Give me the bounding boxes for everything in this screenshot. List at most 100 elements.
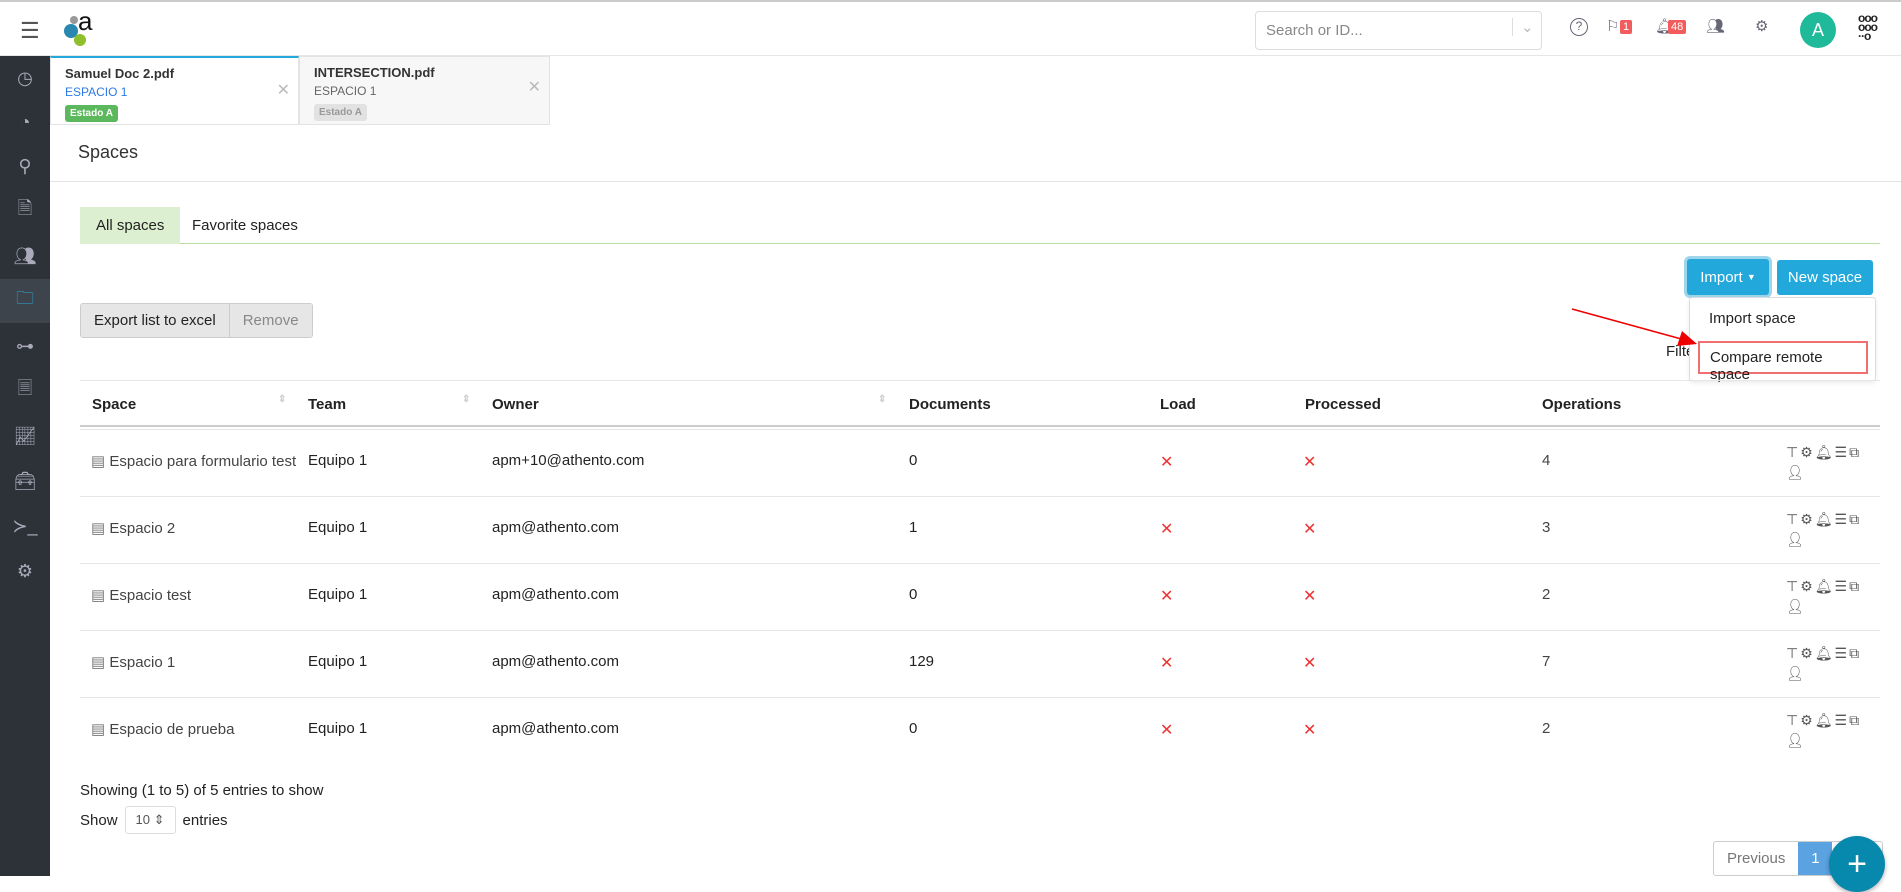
search-input[interactable]: Search or ID... ⌄ (1255, 11, 1542, 50)
help-icon[interactable]: ? (1570, 18, 1588, 36)
space-link[interactable]: ▤ Espacio para formulario test (91, 452, 296, 470)
entries-label: entries (182, 811, 228, 829)
copy-icon[interactable]: ⧉ (1849, 578, 1862, 594)
processed-status-icon: ✕ (1303, 722, 1317, 739)
search-icon[interactable]: ⚲ (18, 155, 32, 176)
space-name: Espacio test (109, 587, 192, 604)
copy-icon[interactable]: ⧉ (1849, 645, 1862, 661)
sort-icon[interactable]: ⇕ (878, 394, 887, 405)
row-actions: ⊤⚙🔔︎☰⧉ 👤︎ (1786, 576, 1876, 616)
space-link[interactable]: ▤ Espacio 1 (91, 653, 175, 671)
space-name: Espacio 2 (109, 520, 176, 537)
gear-icon[interactable]: ⚙ (1800, 712, 1815, 728)
bell-icon[interactable]: 🔔︎ (1814, 712, 1835, 728)
checklist-icon[interactable]: ☰ (1834, 645, 1850, 661)
tab-favorite-spaces[interactable]: Favorite spaces (192, 217, 298, 234)
close-icon[interactable]: ✕ (276, 82, 290, 99)
table-row: ▤ Espacio 2 Equipo 1 apm@athento.com 1 ✕… (80, 496, 1880, 563)
pin-icon[interactable]: ⊤ (1786, 645, 1801, 661)
close-icon[interactable]: ✕ (527, 79, 541, 96)
team-icon[interactable]: 👥︎ (13, 245, 37, 266)
pin-icon[interactable]: ⊤ (1786, 712, 1801, 728)
checklist-icon[interactable]: ☰ (1834, 578, 1850, 594)
flag-icon[interactable]: ⚐ (1606, 18, 1620, 35)
owner-cell: apm@athento.com (492, 519, 619, 536)
user-settings-icon[interactable]: 👤︎ (1786, 732, 1806, 748)
user-settings-icon[interactable]: 👤︎ (1786, 665, 1806, 681)
sidebar: ◷ ◔ ⚲ 🗎︎ 👥︎ 🗀 ⊶ 🗏 📈︎ 🧰︎ ≻_ ⚙ (0, 56, 50, 876)
checklist-icon[interactable]: ☰ (1834, 712, 1850, 728)
menu-icon[interactable]: ☰ (20, 18, 40, 43)
top-bar: ☰ a Search or ID... ⌄ ? ⚐ 1 🔔︎ 48 👥︎ ⚙ A… (0, 0, 1901, 56)
operations-cell: 4 (1542, 452, 1551, 469)
doc-tab-space: ESPACIO 1 (314, 84, 377, 98)
settings-gears-icon[interactable]: ⚙ (16, 560, 34, 581)
col-space[interactable]: Space (92, 396, 137, 413)
list-icon: ▤ (91, 453, 106, 470)
list-icon: ▤ (91, 587, 106, 604)
list-icon: ▤ (91, 654, 106, 671)
pin-icon[interactable]: ⊤ (1786, 578, 1801, 594)
col-processed: Processed (1305, 396, 1381, 413)
bell-icon[interactable]: 🔔︎ (1814, 511, 1835, 527)
code-file-icon[interactable]: 🗎︎ (17, 198, 33, 218)
import-button[interactable]: Import ▼ (1687, 259, 1769, 295)
toolbox-icon[interactable]: 🧰︎ (13, 470, 37, 491)
pin-icon[interactable]: ⊤ (1786, 444, 1801, 460)
terminal-icon[interactable]: ≻_ (12, 515, 38, 536)
copy-icon[interactable]: ⧉ (1849, 712, 1862, 728)
menu-item-import-space[interactable]: Import space (1709, 310, 1796, 327)
load-status-icon: ✕ (1160, 722, 1174, 739)
documents-cell: 129 (909, 653, 935, 670)
users-icon[interactable]: 👥︎ (1706, 18, 1726, 35)
bell-icon[interactable]: 🔔︎ (1814, 645, 1835, 661)
export-excel-button[interactable]: Export list to excel (81, 304, 230, 337)
sort-icon[interactable]: ⇕ (278, 394, 287, 405)
remove-button[interactable]: Remove (229, 304, 312, 337)
status-badge: Estado A (65, 105, 118, 122)
user-settings-icon[interactable]: 👤︎ (1786, 531, 1806, 547)
menu-item-compare-remote-space[interactable]: Compare remote space (1698, 341, 1868, 383)
tab-all-spaces[interactable]: All spaces (80, 207, 181, 244)
gear-icon[interactable]: ⚙ (1800, 511, 1815, 527)
document-icon[interactable]: 🗏 (17, 378, 33, 398)
avatar[interactable]: A (1800, 12, 1836, 48)
checklist-icon[interactable]: ☰ (1834, 444, 1850, 460)
bell-icon[interactable]: 🔔︎ (1814, 578, 1835, 594)
user-settings-icon[interactable]: 👤︎ (1786, 598, 1806, 614)
settings-icon[interactable]: ⚙ (1755, 18, 1769, 35)
gear-icon[interactable]: ⚙ (1800, 645, 1815, 661)
apps-grid-icon[interactable]: ooo ooo ··o (1858, 11, 1878, 43)
sort-icon[interactable]: ⇕ (462, 394, 471, 405)
row-actions: ⊤⚙🔔︎☰⧉ 👤︎ (1786, 643, 1876, 683)
doc-tab-1[interactable]: Samuel Doc 2.pdf ESPACIO 1 Estado A ✕ (50, 56, 299, 125)
user-settings-icon[interactable]: 👤︎ (1786, 464, 1806, 480)
pin-icon[interactable]: ⊤ (1786, 511, 1801, 527)
space-link[interactable]: ▤ Espacio test (91, 586, 191, 604)
doc-tab-2[interactable]: INTERSECTION.pdf ESPACIO 1 Estado A ✕ (299, 56, 550, 125)
table-row: ▤ Espacio 1 Equipo 1 apm@athento.com 129… (80, 630, 1880, 697)
chart-icon[interactable]: 📈︎ (13, 425, 37, 446)
gear-icon[interactable]: ⚙ (1800, 444, 1815, 460)
chevron-down-icon[interactable]: ⌄ (1512, 18, 1534, 36)
speed-icon[interactable]: ◔ (19, 111, 31, 132)
add-fab-button[interactable]: + (1829, 836, 1885, 892)
previous-button[interactable]: Previous (1727, 850, 1786, 867)
col-team[interactable]: Team (308, 396, 347, 413)
bell-icon[interactable]: 🔔︎ (1814, 444, 1835, 460)
logo[interactable]: a (62, 6, 102, 46)
copy-icon[interactable]: ⧉ (1849, 444, 1862, 460)
checklist-icon[interactable]: ☰ (1834, 511, 1850, 527)
dashboard-icon[interactable]: ◷ (17, 67, 33, 88)
space-link[interactable]: ▤ Espacio de prueba (91, 720, 234, 738)
page-size-select[interactable]: 10 ⇕ (124, 806, 176, 834)
hierarchy-icon[interactable]: ⊶ (16, 335, 34, 356)
page-1-button[interactable]: 1 (1798, 842, 1833, 875)
space-link[interactable]: ▤ Espacio 2 (91, 519, 175, 537)
gear-icon[interactable]: ⚙ (1800, 578, 1815, 594)
status-badge: Estado A (314, 104, 367, 121)
folder-icon[interactable]: 🗀 (0, 279, 50, 323)
copy-icon[interactable]: ⧉ (1849, 511, 1862, 527)
new-space-button[interactable]: New space (1777, 260, 1873, 295)
col-owner[interactable]: Owner (492, 396, 539, 413)
